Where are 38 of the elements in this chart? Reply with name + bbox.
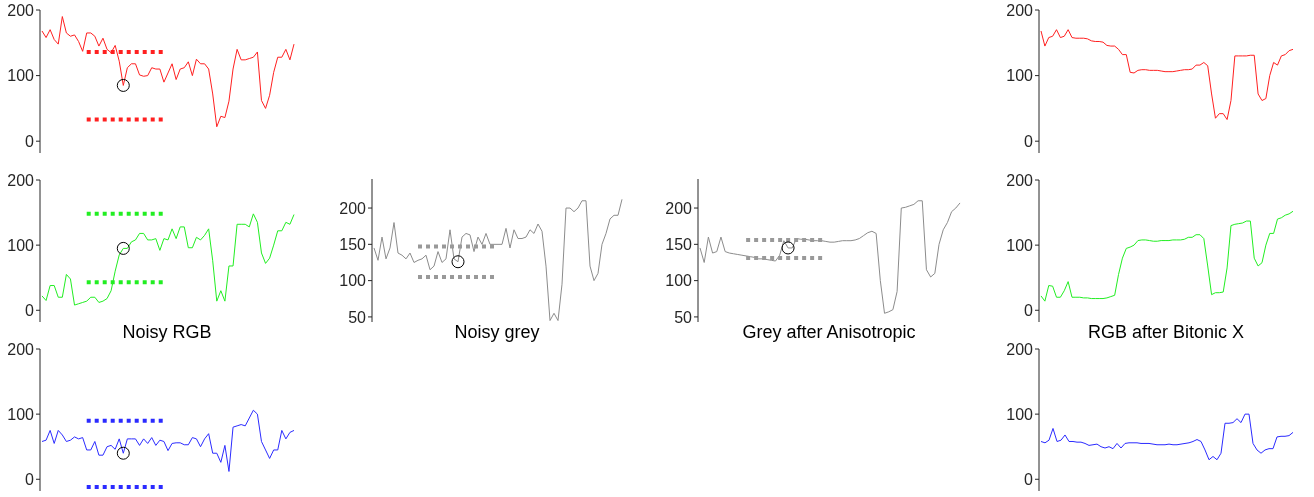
y-tick-label: 50 <box>674 308 693 326</box>
x-axis-title: Noisy grey <box>454 322 540 342</box>
line-series <box>41 409 295 472</box>
y-tick-label: 200 <box>339 199 367 217</box>
y-tick-label: 100 <box>339 272 367 290</box>
y-tick-label: 200 <box>1006 1 1034 19</box>
y-tick-label: 150 <box>339 235 367 253</box>
y-tick-label: 100 <box>1006 236 1034 254</box>
line-series <box>373 198 623 322</box>
line-series <box>1040 413 1294 461</box>
y-tick-label: 50 <box>348 308 367 326</box>
y-tick-label: 200 <box>7 340 35 358</box>
y-tick-label: 0 <box>25 132 35 150</box>
y-tick-label: 150 <box>665 235 693 253</box>
y-tick-label: 200 <box>1006 171 1034 189</box>
x-axis-title: Noisy RGB <box>122 322 212 342</box>
y-tick-label: 0 <box>25 470 35 488</box>
y-tick-label: 100 <box>1006 405 1034 423</box>
y-tick-label: 200 <box>1006 340 1034 358</box>
line-series <box>41 213 295 306</box>
y-tick-label: 100 <box>7 67 35 85</box>
line-series <box>1040 29 1294 121</box>
y-tick-label: 0 <box>1024 301 1034 319</box>
x-axis-title: Grey after Anisotropic <box>742 322 916 342</box>
y-tick-label: 100 <box>7 405 35 423</box>
y-tick-label: 0 <box>1024 470 1034 488</box>
line-series <box>41 16 295 128</box>
y-tick-label: 100 <box>7 236 35 254</box>
y-tick-label: 200 <box>665 199 693 217</box>
y-tick-label: 100 <box>1006 67 1034 85</box>
line-series <box>699 200 961 314</box>
x-axis-title: RGB after Bitonic X <box>1087 322 1245 342</box>
y-tick-label: 0 <box>25 301 35 319</box>
y-tick-label: 0 <box>1024 132 1034 150</box>
y-tick-label: 200 <box>7 1 35 19</box>
y-tick-label: 200 <box>7 171 35 189</box>
line-series <box>1040 210 1294 302</box>
y-tick-label: 100 <box>665 272 693 290</box>
